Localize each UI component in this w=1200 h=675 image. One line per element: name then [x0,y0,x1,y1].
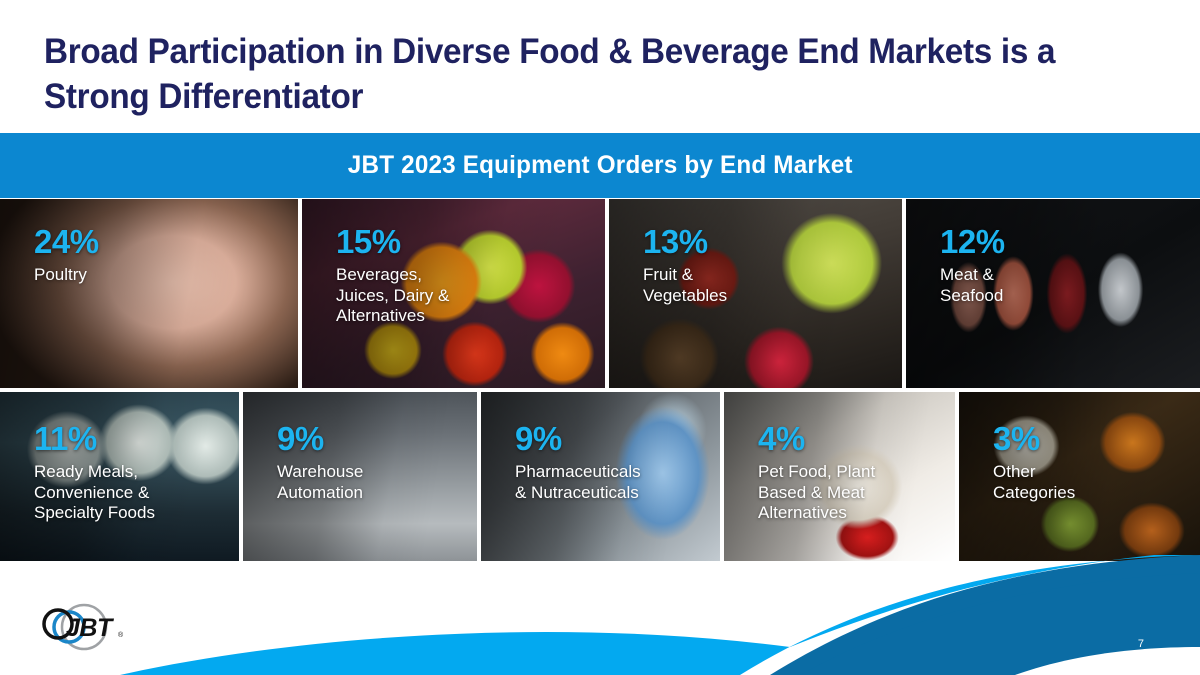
tile-caption: 9% Warehouse Automation [277,422,363,503]
end-market-tile[interactable]: 9% Pharmaceuticals & Nutraceuticals [481,392,720,561]
tile-caption: 13% Fruit & Vegetables [643,225,727,306]
jbt-logo-mark: JBT ® [42,603,124,651]
end-market-tile[interactable]: 24% Poultry [0,199,298,388]
tile-label: Warehouse Automation [277,462,364,502]
tile-percent: 3% [993,420,1040,457]
tile-percent: 11% [34,420,97,457]
tile-overlay-gradient [243,392,477,561]
page-title: Broad Participation in Diverse Food & Be… [44,32,1056,116]
logo-registered-mark: ® [118,631,124,639]
tile-caption: 24% Poultry [34,225,99,286]
tile-percent: 9% [277,420,324,457]
tile-caption: 9% Pharmaceuticals & Nutraceuticals [515,422,641,503]
tile-caption: 15% Beverages, Juices, Dairy & Alternativ… [336,225,449,327]
page-number: 7 [1137,638,1144,650]
tile-overlay-gradient [481,392,720,561]
logo-circle-black [42,608,74,640]
swoosh-dark-shape [770,555,1200,675]
swoosh-graphic [120,555,1200,675]
tile-overlay-gradient [0,392,239,561]
tile-percent: 13% [643,223,708,260]
tile-label: Other Categories [993,462,1076,502]
tile-label: Meat & Seafood [940,265,1004,305]
tile-caption: 4% Pet Food, Plant Based & Meat Alternati… [758,422,875,524]
tile-percent: 4% [758,420,805,457]
end-market-tile[interactable]: 4% Pet Food, Plant Based & Meat Alternati… [724,392,955,561]
tile-percent: 12% [940,223,1005,260]
swoosh-light-shape [120,555,1200,675]
tile-overlay-gradient [724,392,955,561]
tile-label: Fruit & Vegetables [643,265,728,305]
end-market-tile[interactable]: 13% Fruit & Vegetables [609,199,902,388]
end-market-tile[interactable]: 9% Warehouse Automation [243,392,477,561]
tile-label: Beverages, Juices, Dairy & Alternatives [336,265,450,326]
logo-wordmark: JBT [66,614,115,642]
tile-label: Pet Food, Plant Based & Meat Alternative… [758,462,876,523]
tile-percent: 9% [515,420,562,457]
chart-banner: JBT 2023 Equipment Orders by End Market [0,133,1200,198]
end-market-tile[interactable]: 11% Ready Meals, Convenience & Specialty … [0,392,239,561]
tile-percent: 24% [34,223,99,260]
tile-label: Pharmaceuticals & Nutraceuticals [515,462,641,502]
logo-circle-gray [60,603,108,651]
logo-circle-blue [52,610,86,644]
tile-label: Poultry [34,265,87,284]
tile-label: Ready Meals, Convenience & Specialty Foo… [34,462,155,523]
end-market-row-1: 24% Poultry 15% Beverages, Juices, Dairy & … [0,199,1200,388]
end-market-row-2: 11% Ready Meals, Convenience & Specialty … [0,392,1200,561]
tile-caption: 12% Meat & Seafood [940,225,1005,306]
tile-overlay-gradient [609,199,902,388]
tile-overlay-gradient [906,199,1200,388]
jbt-logo: JBT ® [32,601,132,653]
tile-caption: 11% Ready Meals, Convenience & Specialty … [34,422,155,524]
tile-overlay-gradient [302,199,605,388]
banner-title: JBT 2023 Equipment Orders by End Market [347,151,853,179]
swoosh-dark-overlay [800,573,1200,675]
end-market-tile[interactable]: 15% Beverages, Juices, Dairy & Alternativ… [302,199,605,388]
end-market-tile[interactable]: 3% Other Categories [959,392,1200,561]
tile-overlay-gradient [0,199,298,388]
footer-decoration [0,555,1200,675]
tile-percent: 15% [336,223,401,260]
tile-caption: 3% Other Categories [993,422,1075,503]
end-market-tile[interactable]: 12% Meat & Seafood [906,199,1200,388]
tile-overlay-gradient [959,392,1200,561]
swoosh-white-cut [1015,647,1200,675]
